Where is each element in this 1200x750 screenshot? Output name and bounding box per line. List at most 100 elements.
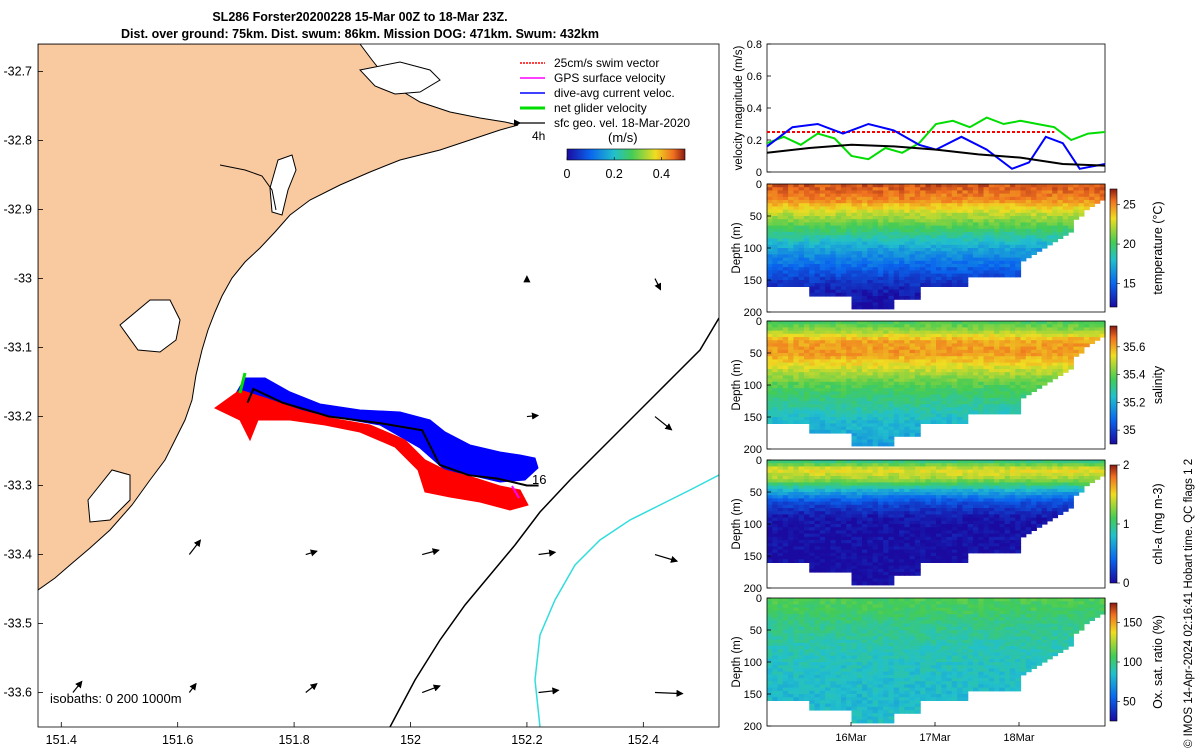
- section-cell: [1015, 251, 1022, 255]
- section-cell: [856, 248, 863, 252]
- section-cell: [825, 530, 831, 535]
- section-cell: [851, 562, 858, 567]
- section-cell: [803, 488, 810, 493]
- section-cell: [888, 283, 895, 287]
- section-cell: [798, 549, 805, 554]
- section-cell: [767, 504, 773, 509]
- section-cell: [941, 244, 948, 249]
- section-cell: [978, 356, 985, 360]
- section-cell: [767, 200, 773, 204]
- section-cell: [809, 524, 816, 528]
- section-cell: [1094, 190, 1101, 195]
- section-cell: [1073, 353, 1080, 357]
- section-cell: [851, 533, 858, 538]
- section-cell: [803, 362, 810, 367]
- section-ytick-label: 200: [744, 307, 762, 319]
- section-cell: [793, 559, 800, 563]
- section-cell: [925, 460, 932, 464]
- section-cell: [914, 413, 921, 418]
- section-cell: [814, 492, 821, 496]
- section-cell: [925, 413, 932, 418]
- section-cell: [803, 346, 810, 351]
- section-cell: [983, 404, 990, 408]
- section-cell: [1036, 232, 1043, 236]
- section-cell: [872, 460, 879, 464]
- section-cell: [793, 225, 800, 230]
- section-cell: [1036, 219, 1043, 223]
- section-cell: [930, 280, 937, 284]
- section-cell: [777, 346, 784, 351]
- section-cell: [819, 524, 826, 528]
- section-cell: [967, 353, 974, 357]
- section-cell: [767, 404, 773, 408]
- section-cell: [830, 375, 837, 380]
- section-cell: [809, 193, 816, 198]
- section-cell: [814, 337, 821, 341]
- section-cell: [830, 222, 837, 227]
- section-cell: [904, 485, 911, 490]
- section-cell: [877, 356, 884, 360]
- section-cell: [899, 248, 905, 252]
- section-cell: [777, 385, 784, 389]
- section-cell: [930, 228, 937, 233]
- section-cell: [814, 184, 821, 188]
- section-cell: [946, 222, 953, 227]
- section-cell: [788, 260, 795, 265]
- section-cell: [867, 442, 874, 447]
- section-colorbar-label: temperature (°C): [1151, 201, 1165, 294]
- section-cell: [814, 375, 821, 380]
- section-cell: [872, 407, 879, 412]
- section-cell: [1036, 349, 1043, 354]
- section-cell: [962, 417, 969, 421]
- section-cell: [936, 485, 942, 490]
- section-cell: [920, 324, 927, 328]
- section-cell: [957, 356, 964, 360]
- section-cell: [904, 540, 911, 544]
- section-cell: [1036, 228, 1043, 233]
- section-cell: [835, 267, 842, 271]
- section-cell: [867, 289, 874, 294]
- section-cell: [936, 212, 942, 217]
- section-cell: [846, 476, 853, 480]
- section-cell: [967, 209, 974, 214]
- section-cell: [782, 482, 789, 487]
- section-cell: [1041, 362, 1048, 367]
- section-cell: [777, 337, 784, 341]
- section-cell: [862, 356, 868, 360]
- section-cell: [941, 391, 948, 396]
- section-cell: [814, 533, 821, 538]
- section-cell: [1020, 193, 1027, 198]
- section-cell: [793, 273, 800, 278]
- section-cell: [1015, 200, 1022, 204]
- section-cell: [840, 359, 847, 364]
- section-cell: [877, 520, 884, 525]
- section-cell: [1015, 343, 1022, 348]
- section-cell: [793, 254, 800, 259]
- section-cell: [967, 264, 974, 268]
- section-cell: [972, 248, 979, 252]
- section-cell: [883, 280, 890, 284]
- section-cell: [846, 283, 853, 287]
- section-cell: [793, 333, 800, 338]
- section-cell: [772, 267, 779, 271]
- section-cell: [888, 359, 895, 364]
- section-cell: [819, 353, 826, 357]
- section-cell: [803, 397, 810, 402]
- section-cell: [914, 206, 921, 211]
- section-cell: [930, 552, 937, 557]
- section-cell: [1057, 225, 1064, 230]
- section-cell: [798, 321, 805, 325]
- section-cell: [883, 196, 890, 201]
- section-cell: [893, 190, 900, 195]
- section-cell: [867, 472, 874, 477]
- section-cell: [856, 517, 863, 522]
- section-cell: [798, 337, 805, 341]
- section-cell: [1068, 206, 1074, 211]
- section-cell: [893, 404, 900, 408]
- section-cell: [819, 378, 826, 383]
- section-cell: [767, 267, 773, 271]
- section-cell: [872, 238, 879, 243]
- section-cell: [914, 235, 921, 239]
- section-cell: [983, 369, 990, 373]
